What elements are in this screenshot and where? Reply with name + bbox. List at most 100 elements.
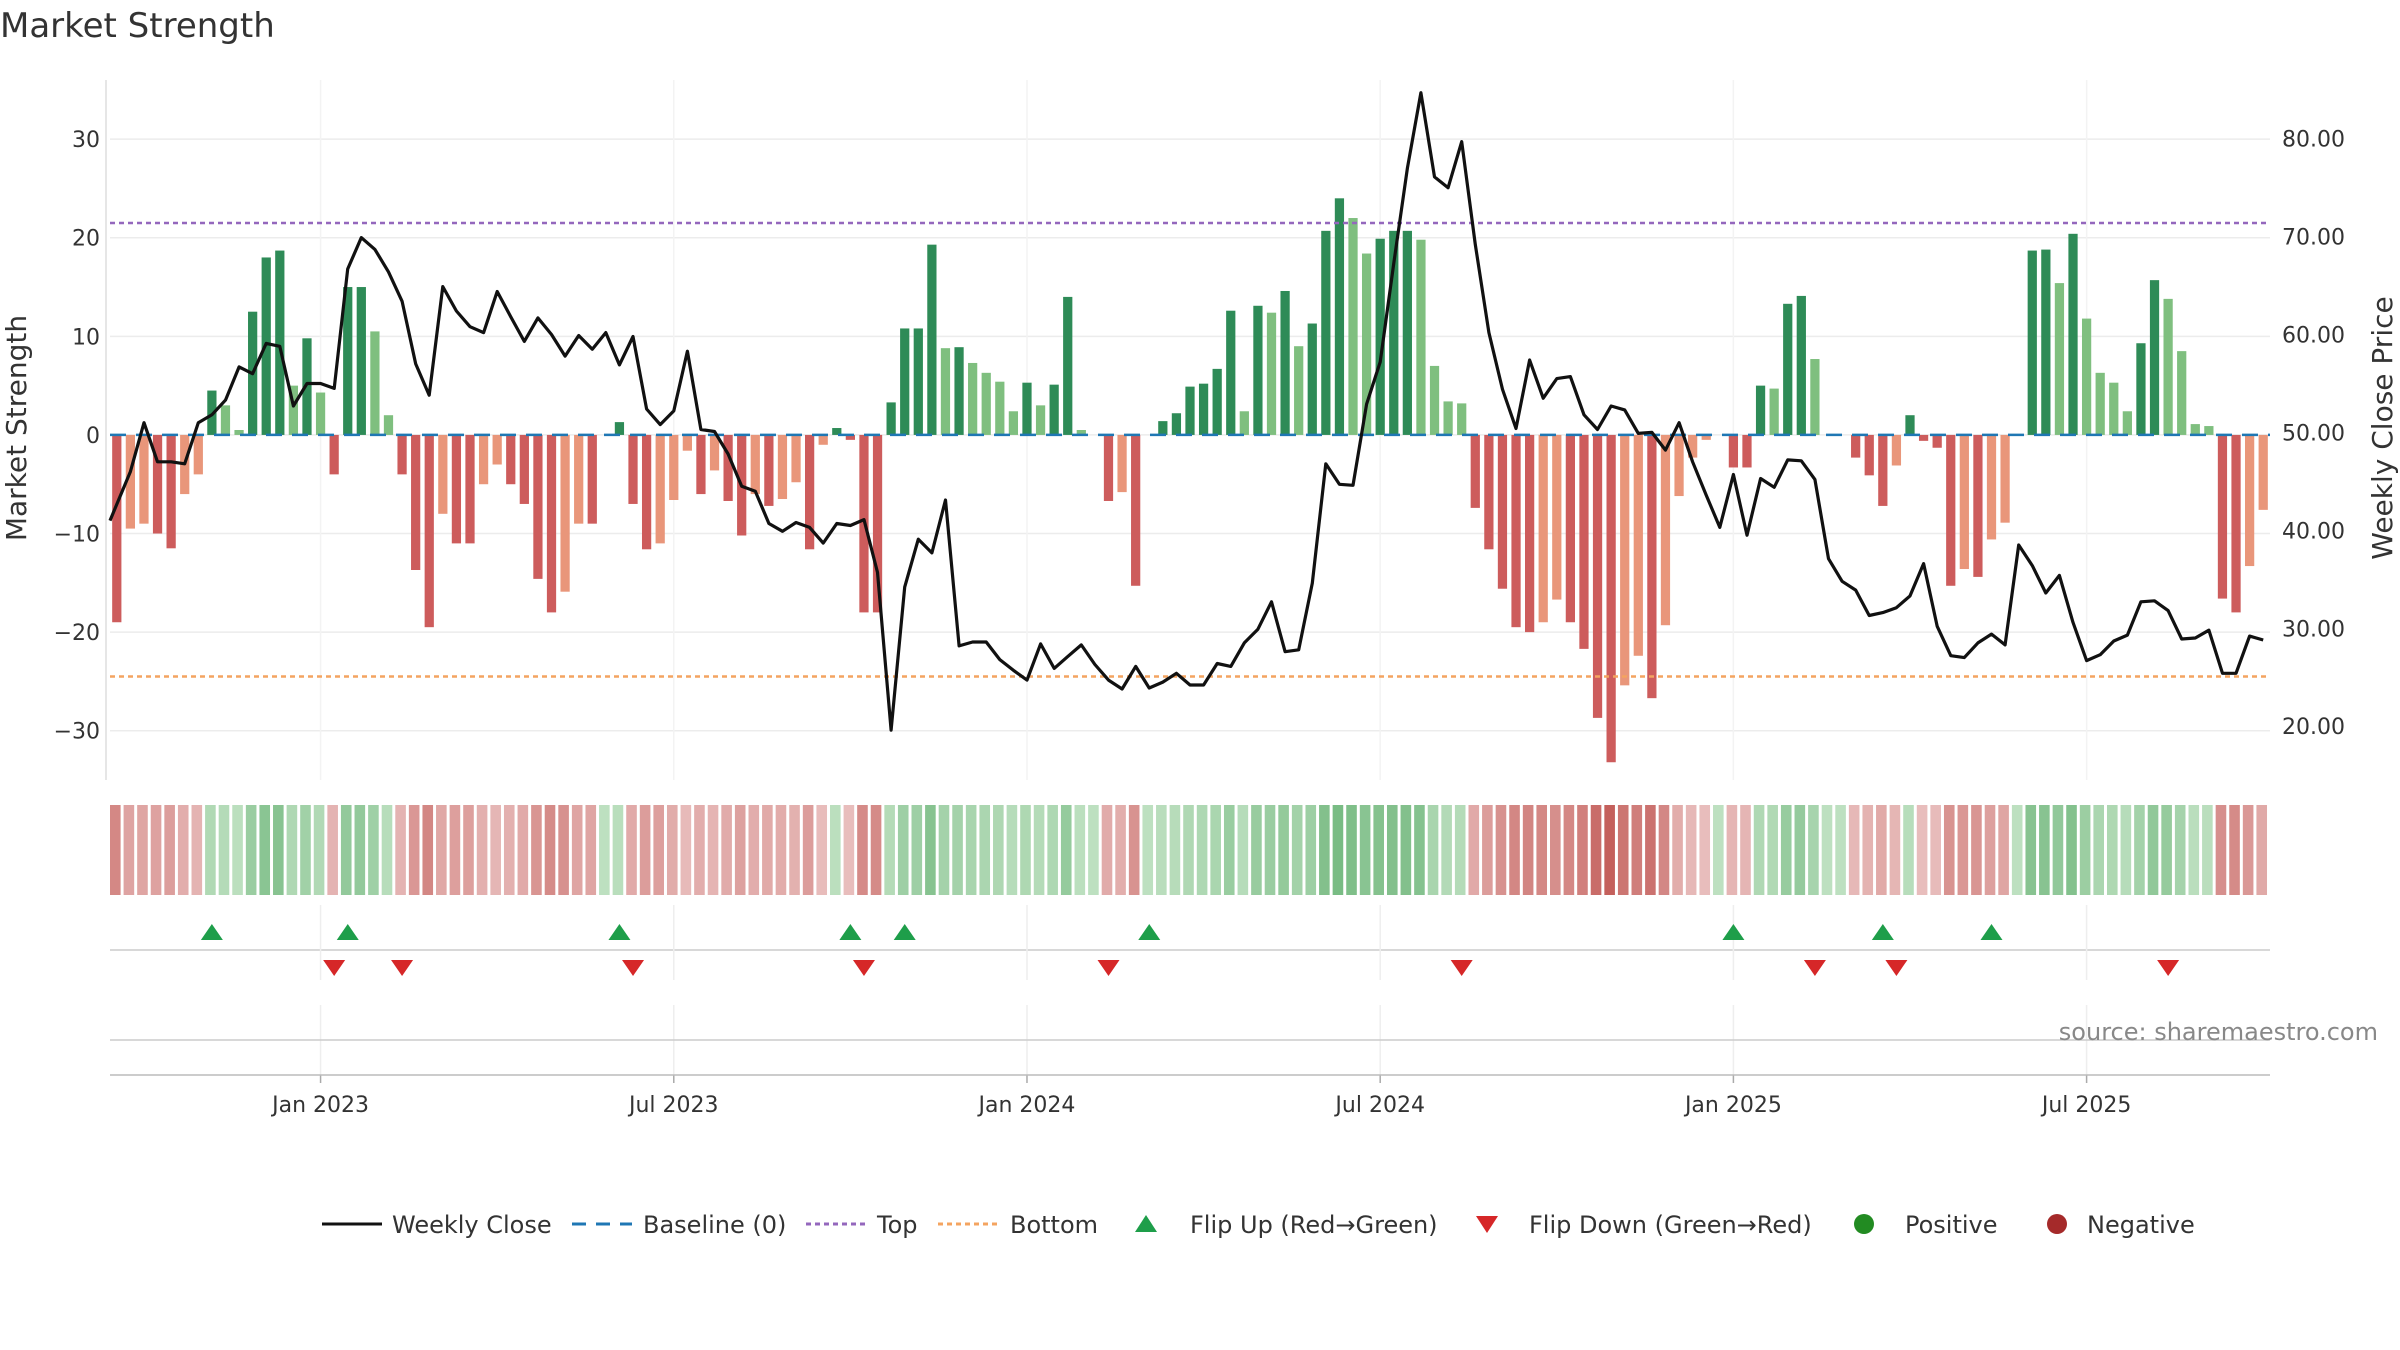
strength-bar (1253, 305, 1263, 435)
strength-bar (2136, 343, 2146, 435)
heat-cell (2106, 805, 2118, 895)
heat-cell (1156, 805, 1167, 895)
strength-bar (1647, 434, 1657, 699)
strength-bar (1361, 253, 1372, 435)
heat-cell (368, 805, 379, 895)
strength-bar (193, 434, 203, 475)
strength-bar (2217, 434, 2228, 599)
heat-cell (1699, 805, 1711, 895)
strength-bar (1606, 434, 1616, 763)
strength-bar (546, 434, 557, 613)
strength-bar (1266, 312, 1277, 435)
heat-cell (1848, 805, 1860, 895)
strength-bar (1633, 434, 1643, 656)
flip-up-marker (336, 924, 359, 940)
flip-up-marker (1138, 924, 1161, 940)
legend-label-negative: Negative (2087, 1211, 2195, 1239)
heat-cell (1386, 805, 1398, 895)
x-tick-label: Jul 2023 (627, 1093, 719, 1118)
strength-bar (614, 422, 625, 435)
heat-cell (245, 805, 257, 895)
heat-cell (1753, 805, 1765, 895)
flip-markers (110, 905, 2270, 980)
heat-cell (1468, 805, 1480, 895)
y-left-tick-label: −30 (54, 720, 100, 745)
source-label: source: sharemaestro.com (2059, 1018, 2378, 1046)
strength-bar (465, 434, 475, 544)
strength-bar (1117, 434, 1127, 493)
heat-cell (666, 805, 678, 895)
legend-label-bottom: Bottom (1010, 1211, 1098, 1239)
flip-down-marker (622, 960, 645, 976)
heat-cell (1617, 805, 1629, 895)
strength-bar (940, 348, 951, 435)
strength-bar (1008, 411, 1019, 435)
strength-bar (533, 434, 543, 579)
strength-bar (968, 362, 978, 435)
strength-bar (560, 434, 570, 592)
strength-heat-strip (110, 805, 2268, 895)
strength-bar (166, 434, 176, 549)
strength-bar (2231, 434, 2241, 613)
heat-cell (1495, 805, 1507, 895)
strength-bar (519, 434, 529, 504)
strength-bar (1022, 382, 1032, 435)
heat-cell (558, 805, 569, 895)
y-right-axis-title: Weekly Close Price (2366, 296, 2399, 559)
legend-label-baseline: Baseline (0) (643, 1211, 786, 1239)
heat-cell (1590, 805, 1602, 895)
heat-cell (1577, 805, 1588, 895)
heat-cell (1196, 805, 1208, 895)
legend-label-top: Top (876, 1211, 918, 1239)
strength-bar (1389, 230, 1399, 435)
x-tick-label: Jan 2024 (977, 1093, 1076, 1118)
strength-bar (1905, 415, 1915, 435)
heat-cell (680, 805, 692, 895)
strength-bar (1810, 359, 1820, 435)
heat-cell (218, 805, 230, 895)
heat-cell (925, 805, 936, 895)
strength-bar (1796, 295, 1806, 435)
heat-cell (2215, 805, 2227, 895)
strength-bar (2081, 318, 2092, 435)
strength-bar (1592, 434, 1603, 718)
flip-up-marker (839, 924, 862, 940)
strength-bar (723, 434, 733, 501)
heat-cell (884, 805, 895, 895)
heat-cell (1373, 805, 1384, 895)
heat-cell (2147, 805, 2159, 895)
heat-cell (1563, 805, 1575, 895)
x-tick-label: Jan 2023 (270, 1093, 369, 1118)
x-tick-label: Jul 2025 (2040, 1093, 2132, 1118)
heat-cell (1128, 805, 1140, 895)
heat-cell (1101, 805, 1113, 895)
strength-bar (2068, 233, 2078, 435)
strength-bar (1851, 434, 1861, 458)
strength-bar (1660, 434, 1671, 626)
heat-cell (1536, 805, 1548, 895)
strength-bar (777, 434, 788, 500)
strength-bar (2149, 280, 2160, 435)
flip-up-marker (1980, 924, 2003, 940)
strength-bar (2109, 382, 2119, 435)
strength-bar (764, 434, 774, 506)
heat-cell (544, 805, 556, 895)
heat-cell (1142, 805, 1154, 895)
heat-cell (639, 805, 651, 895)
heat-cell (2256, 805, 2268, 895)
strength-bar (886, 402, 896, 435)
strength-bar (1864, 434, 1874, 476)
heat-cell (205, 805, 216, 895)
legend-swatch-flip-down (1476, 1216, 1498, 1233)
heat-cell (340, 805, 352, 895)
heat-cell (1794, 805, 1806, 895)
heat-cell (802, 805, 814, 895)
flip-down-marker (391, 960, 414, 976)
strength-bar (1103, 434, 1114, 501)
heat-cell (1115, 805, 1126, 895)
strength-bar (343, 287, 353, 435)
strength-bar (2041, 249, 2051, 435)
reference-lines (110, 221, 2270, 678)
strength-bar (1239, 411, 1249, 435)
heat-cell (952, 805, 963, 895)
